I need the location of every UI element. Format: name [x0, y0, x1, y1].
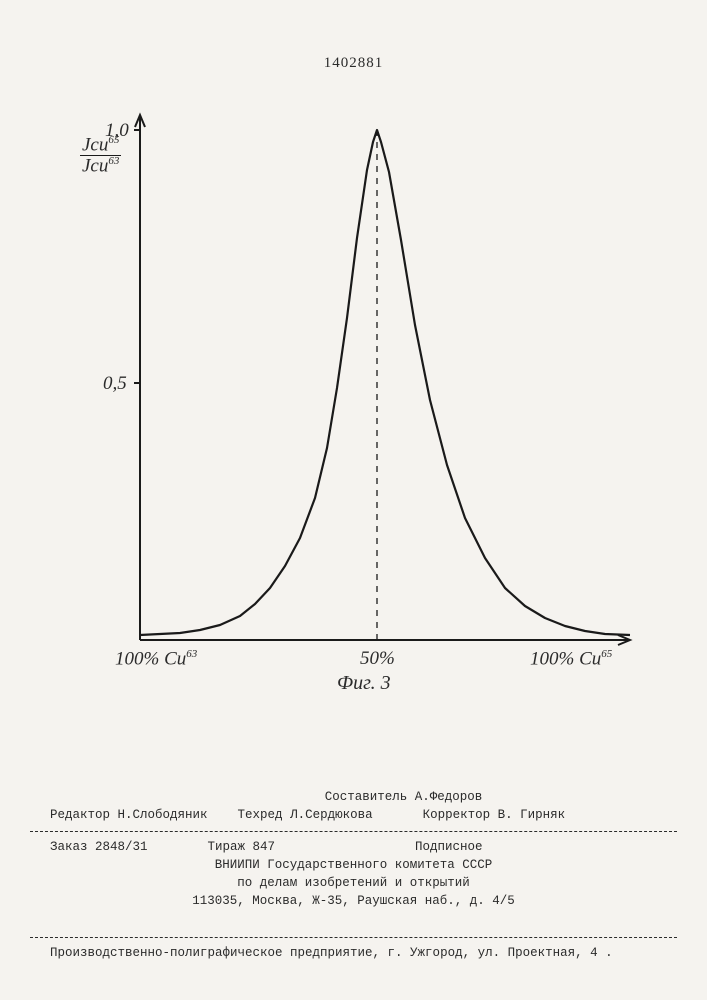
- subscription: Подписное: [415, 838, 483, 856]
- y-label-den-sup: 63: [108, 155, 119, 167]
- compiler-name: А.Федоров: [415, 790, 483, 804]
- figure-caption: Фиг. 3: [337, 672, 391, 695]
- x-label-left: 100% Cu63: [115, 648, 197, 670]
- x-label-right-text: 100% Cu: [530, 648, 601, 669]
- footer-block: Составитель А.Федоров Редактор Н.Слободя…: [30, 788, 677, 910]
- x-label-mid: 50%: [360, 648, 395, 670]
- org-line: ВНИИПИ Государственного комитета СССР: [30, 856, 677, 874]
- credits-row: Редактор Н.Слободяник Техред Л.Сердюкова…: [50, 806, 677, 824]
- address-line: 113035, Москва, Ж-35, Раушская наб., д. …: [30, 892, 677, 910]
- y-tick-label-1: 1,0: [105, 120, 129, 142]
- y-label-den: Jcu: [82, 156, 108, 177]
- document-number: 1402881: [324, 55, 384, 72]
- dash-divider-1: [30, 831, 677, 832]
- corrector-label: Корректор: [423, 808, 491, 822]
- chart-container: Jcu65 Jcu63 1,0 0,5 100% Cu63 50% 100% C…: [75, 100, 635, 690]
- x-label-right-sup: 65: [601, 648, 612, 660]
- editor-label: Редактор: [50, 808, 110, 822]
- techred-label: Техред: [238, 808, 283, 822]
- compiler-label: Составитель: [325, 790, 408, 804]
- printer-line: Производственно-полиграфическое предприя…: [30, 946, 677, 960]
- corrector-name: В. Гирняк: [498, 808, 566, 822]
- x-label-left-sup: 63: [186, 648, 197, 660]
- order-row: Заказ 2848/31 Тираж 847 Подписное: [50, 838, 677, 856]
- editor-name: Н.Слободяник: [118, 808, 208, 822]
- org-line-2: по делам изобретений и открытий: [30, 874, 677, 892]
- x-label-left-text: 100% Cu: [115, 648, 186, 669]
- order-number: Заказ 2848/31: [50, 838, 148, 856]
- x-label-right: 100% Cu65: [530, 648, 612, 670]
- tirage: Тираж 847: [208, 838, 276, 856]
- dash-divider-2: [30, 937, 677, 938]
- techred-name: Л.Сердюкова: [290, 808, 373, 822]
- peak-curve: [140, 130, 630, 635]
- y-tick-label-05: 0,5: [103, 373, 127, 395]
- chart-svg: [75, 100, 635, 690]
